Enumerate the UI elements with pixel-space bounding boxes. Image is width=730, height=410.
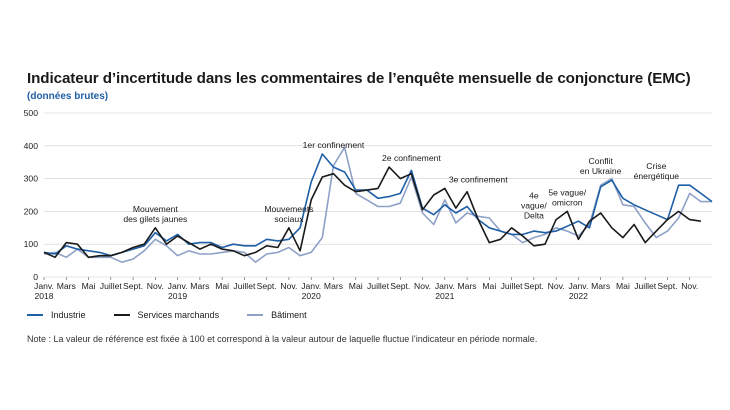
x-tick-label: Mars (324, 281, 343, 291)
legend-label-batiment: Bâtiment (271, 310, 307, 320)
annotation-label: énergétique (634, 171, 680, 181)
annotation-label: 4e (529, 191, 539, 201)
annotation-label: Conflit (588, 156, 613, 166)
annotation-label: Delta (524, 211, 544, 221)
x-tick-label: Juillet (100, 281, 123, 291)
x-tick-year-label: 2020 (302, 291, 321, 301)
y-tick-label: 200 (24, 206, 39, 216)
series-line-industrie (43, 153, 713, 257)
x-tick-label: Mai (349, 281, 363, 291)
y-tick-label: 0 (33, 272, 38, 282)
x-tick-label: Mai (82, 281, 96, 291)
x-tick-label: Mars (591, 281, 610, 291)
annotation-label: vague/ (521, 201, 547, 211)
x-tick-label: Nov. (414, 281, 431, 291)
x-tick-label: Janv. (34, 281, 54, 291)
annotation-label: 1er confinement (303, 140, 365, 150)
legend-label-industrie: Industrie (51, 310, 86, 320)
x-tick-label: Mars (190, 281, 209, 291)
x-tick-label: Nov. (548, 281, 565, 291)
y-tick-label: 300 (24, 174, 39, 184)
annotation-label: Mouvements (264, 204, 313, 214)
x-tick-label: Mars (458, 281, 477, 291)
y-tick-label: 400 (24, 141, 39, 151)
x-tick-label: Mai (616, 281, 630, 291)
legend-item-industrie: Industrie (27, 310, 86, 320)
legend-swatch-services (113, 314, 130, 316)
annotation-label: 5e vague/ (548, 187, 586, 197)
x-tick-label: Janv. (435, 281, 455, 291)
x-tick-label: Sept. (524, 281, 544, 291)
x-tick-label: Juillet (367, 281, 390, 291)
x-tick-label: Sept. (657, 281, 677, 291)
x-tick-year-label: 2021 (435, 291, 454, 301)
x-tick-label: Sept. (257, 281, 277, 291)
legend-swatch-batiment (247, 314, 264, 316)
x-tick-label: Nov. (681, 281, 698, 291)
annotation-label: Mouvement (133, 204, 179, 214)
x-tick-label: Juillet (233, 281, 256, 291)
chart-note: Note : La valeur de référence est fixée … (27, 334, 538, 344)
chart-title: Indicateur d’incertitude dans les commen… (27, 70, 691, 87)
legend-item-batiment: Bâtiment (247, 310, 307, 320)
x-tick-label: Janv. (168, 281, 188, 291)
x-tick-year-label: 2022 (569, 291, 588, 301)
legend-item-services: Services marchands (113, 310, 220, 320)
y-tick-label: 100 (24, 239, 39, 249)
annotation-label: 3e confinement (449, 174, 508, 184)
x-tick-label: Janv. (301, 281, 321, 291)
chart-legend: Industrie Services marchands Bâtiment (27, 310, 335, 320)
annotation-label: sociaux (274, 214, 304, 224)
x-tick-label: Mai (482, 281, 496, 291)
legend-swatch-industrie (27, 314, 43, 316)
annotation-label: omicron (552, 197, 583, 207)
x-tick-label: Mars (57, 281, 76, 291)
x-tick-label: Mai (215, 281, 229, 291)
x-tick-label: Sept. (123, 281, 143, 291)
x-tick-label: Juillet (501, 281, 524, 291)
x-tick-label: Nov. (147, 281, 164, 291)
x-tick-label: Janv. (568, 281, 588, 291)
y-tick-label: 500 (24, 108, 39, 118)
annotation-label: des gilets jaunes (123, 214, 187, 224)
x-tick-label: Nov. (280, 281, 297, 291)
x-tick-label: Juillet (634, 281, 657, 291)
x-tick-year-label: 2018 (34, 291, 53, 301)
annotation-label: 2e confinement (382, 153, 441, 163)
annotation-label: en Ukraine (580, 166, 622, 176)
legend-label-services: Services marchands (137, 310, 220, 320)
x-tick-year-label: 2019 (168, 291, 187, 301)
chart-subtitle: (données brutes) (27, 91, 109, 102)
annotation-label: Crise (646, 161, 666, 171)
series-line-b-timent (43, 146, 712, 264)
x-tick-label: Sept. (390, 281, 410, 291)
series-line-services-marchands (43, 166, 702, 259)
